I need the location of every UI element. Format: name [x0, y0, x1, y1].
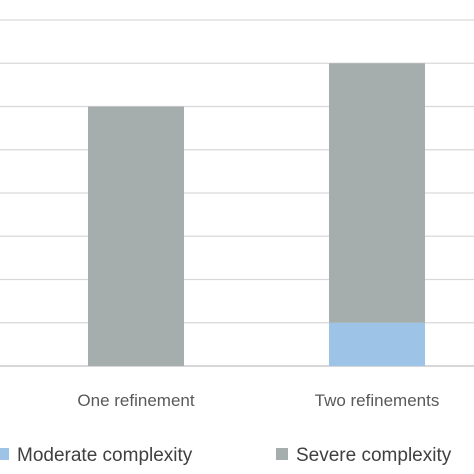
x-tick-label: One refinement: [77, 391, 194, 410]
legend-swatch: [0, 448, 9, 460]
legend-label: Moderate complexity: [17, 445, 193, 466]
gridlines: [0, 19, 474, 367]
bar-severe-complexity-2: [329, 63, 425, 323]
legend-label: Severe complexity: [296, 445, 452, 466]
bars: [88, 63, 425, 366]
legend: Moderate complexity Severe complexity: [0, 445, 452, 466]
bar-moderate-complexity-2: [329, 322, 425, 366]
x-tick-label: Two refinements: [315, 391, 440, 410]
legend-swatch: [276, 448, 288, 460]
x-tick-labels: One refinement Two refinements: [77, 391, 439, 410]
bar-severe-complexity-1: [88, 106, 184, 366]
